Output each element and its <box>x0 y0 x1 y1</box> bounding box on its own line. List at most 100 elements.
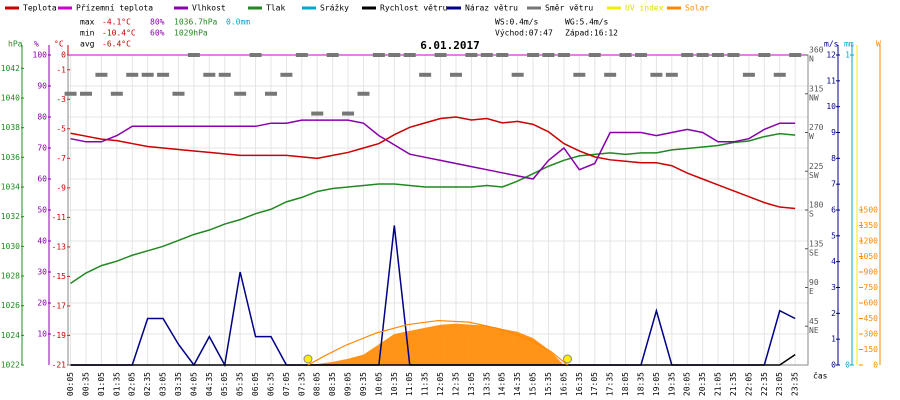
y-tick-label: 0 <box>831 361 836 370</box>
y-tick-label: 40 <box>37 237 47 246</box>
axis-title: hPa <box>8 40 23 49</box>
y-tick-label: 90 <box>37 82 47 91</box>
y-tick-label: -9 <box>56 183 66 192</box>
x-tick-label: 03:05 <box>159 372 168 396</box>
y-tick-label: 1200 <box>859 237 878 246</box>
x-tick-label: 06:35 <box>266 372 275 396</box>
direction-mark <box>342 111 355 116</box>
x-tick-label: 21:35 <box>729 372 738 396</box>
y-tick-label: -1 <box>56 65 66 74</box>
direction-mark <box>357 91 370 96</box>
direction-mark <box>403 53 416 57</box>
direction-mark <box>681 53 694 57</box>
x-tick-label: 00:35 <box>81 372 90 396</box>
x-tick-label: 15:35 <box>544 372 553 396</box>
direction-mark <box>157 72 170 77</box>
y-tick-label: -7 <box>56 154 66 163</box>
direction-mark <box>573 72 586 77</box>
x-tick-label: 00:05 <box>66 372 75 396</box>
axis-title: W <box>876 40 881 49</box>
x-tick-label: 06:05 <box>251 372 260 396</box>
x-tick-label: 07:35 <box>297 372 306 396</box>
x-tick-label: 13:05 <box>467 372 476 396</box>
solar-area <box>70 323 796 365</box>
series-line <box>70 116 796 210</box>
x-tick-label: 08:35 <box>328 372 337 396</box>
stat-text: -4.1°C <box>102 18 131 27</box>
direction-mark <box>372 53 385 57</box>
x-tick-label: 09:35 <box>359 372 368 396</box>
direction-mark <box>264 91 277 96</box>
direction-mark <box>419 72 432 77</box>
y-tick-label: 1350 <box>859 221 878 230</box>
y-tick-label: 1038 <box>1 123 20 132</box>
direction-mark <box>665 72 678 77</box>
x-tick-label: 01:35 <box>112 372 121 396</box>
x-tick-label: 02:05 <box>128 372 137 396</box>
wind-stat: WG:5.4m/s <box>565 18 609 27</box>
stat-text: avg <box>80 40 95 49</box>
y-tick-label: 1028 <box>1 272 20 281</box>
direction-mark <box>79 91 92 96</box>
x-tick-label: 12:05 <box>436 372 445 396</box>
y-tick-label: 50 <box>37 206 47 215</box>
legend-label: Solar <box>685 4 709 13</box>
direction-mark <box>619 53 632 57</box>
dir-tick-label: 45 <box>809 317 819 326</box>
x-tick-label: 18:35 <box>636 372 645 396</box>
direction-mark <box>234 91 247 96</box>
dir-tick-name: SW <box>809 171 819 180</box>
direction-mark <box>280 72 293 77</box>
x-tick-label: 22:05 <box>744 372 753 396</box>
y-tick-label: 3 <box>831 283 836 292</box>
legend-label: UV index <box>625 4 664 13</box>
x-tick-label: 13:35 <box>482 372 491 396</box>
y-tick-label: 1022 <box>1 361 20 370</box>
direction-mark <box>496 53 509 57</box>
x-tick-label: 23:35 <box>791 372 800 396</box>
x-tick-label: 18:05 <box>621 372 630 396</box>
sun-marker <box>303 354 313 364</box>
stat-text: 80% <box>150 18 165 27</box>
direction-mark <box>218 72 231 77</box>
direction-mark <box>542 53 555 57</box>
stat-text: -10.4°C <box>102 29 136 38</box>
y-tick-label: 80 <box>37 113 47 122</box>
direction-mark <box>650 72 663 77</box>
x-tick-label: 20:35 <box>698 372 707 396</box>
y-tick-label: 1032 <box>1 212 20 221</box>
y-tick-label: 1034 <box>1 183 20 192</box>
legend-label: Teplota <box>23 4 57 13</box>
x-tick-label: 21:05 <box>714 372 723 396</box>
dir-tick-name: S <box>809 210 814 219</box>
direction-mark <box>141 72 154 77</box>
dir-tick-label: 180 <box>809 201 824 210</box>
sun-stat: Východ:07:47 <box>495 29 553 38</box>
y-tick-label: -3 <box>56 95 66 104</box>
y-tick-label: 20 <box>37 299 47 308</box>
dir-tick-label: 90 <box>809 278 819 287</box>
x-tick-label: 23:05 <box>775 372 784 396</box>
y-tick-label: 0 <box>873 361 878 370</box>
y-tick-label: 7 <box>831 180 836 189</box>
direction-mark <box>557 53 570 57</box>
dir-tick-label: 270 <box>809 123 824 132</box>
x-tick-label: 04:35 <box>205 372 214 396</box>
y-tick-label: 900 <box>864 268 879 277</box>
direction-mark <box>311 111 324 116</box>
y-tick-label: -11 <box>52 213 67 222</box>
y-tick-label: -13 <box>52 242 67 251</box>
y-tick-label: 100 <box>33 51 48 60</box>
axis-title: °C <box>54 40 64 49</box>
x-tick-label: 14:35 <box>513 372 522 396</box>
direction-mark <box>388 53 401 57</box>
chart-title: 6.01.2017 <box>420 39 480 52</box>
legend-label: Náraz větru <box>465 4 518 13</box>
direction-mark <box>126 72 139 77</box>
direction-mark <box>712 53 725 57</box>
x-tick-label: 15:05 <box>529 372 538 396</box>
y-tick-label: 1042 <box>1 64 20 73</box>
y-tick-label: 1 <box>845 51 850 60</box>
legend-label: Vlhkost <box>192 4 226 13</box>
